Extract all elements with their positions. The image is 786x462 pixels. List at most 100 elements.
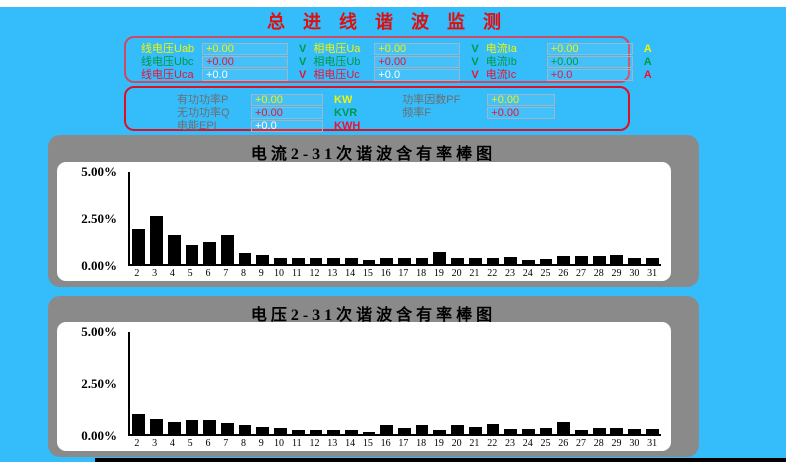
bar-slot — [165, 172, 183, 264]
field-row: 电流Ib +0.00 A — [486, 56, 652, 68]
x-tick-label: 31 — [647, 438, 658, 449]
bar-slot — [219, 332, 237, 434]
field-unit: V — [471, 55, 479, 68]
x-tick-label: 3 — [152, 268, 158, 279]
x-tick-label: 21 — [469, 268, 480, 279]
field-unit: KW — [334, 93, 353, 106]
field-value: +0.00 — [255, 106, 283, 119]
bar-slot — [307, 332, 325, 434]
bar — [504, 256, 517, 264]
x-tick-label: 13 — [327, 438, 338, 449]
field-row: 电流Ic +0.0 A — [486, 69, 652, 81]
bar-slot — [555, 332, 573, 434]
bar-slot — [342, 172, 360, 264]
x-tick-label: 8 — [240, 438, 246, 449]
bar-slot — [626, 332, 644, 434]
field-value: +0.00 — [378, 42, 407, 55]
group-current: 电流Ia +0.00 A 电流Ib +0.00 A 电流Ic +0.0 A — [486, 43, 652, 81]
x-axis-labels: 2 3 4 5 6 7 8 9 10 11 12 13 14 15 16 17 18 19 20 21 22 23 24 25… — [128, 437, 661, 450]
bar — [132, 413, 146, 434]
bar-slot — [378, 172, 396, 264]
x-tick-label: 30 — [629, 268, 640, 279]
bar — [238, 424, 252, 434]
field-value-box: +0.00 — [487, 107, 556, 119]
bar — [610, 427, 624, 434]
bar — [344, 429, 358, 434]
bar — [539, 259, 553, 264]
field-value: +0.0 — [378, 68, 401, 81]
bar-slot — [413, 332, 431, 434]
bar-slot — [148, 172, 166, 264]
bar — [415, 424, 429, 434]
bar — [150, 216, 163, 264]
bar-slot — [484, 172, 502, 264]
field-label: 电能EPI — [177, 119, 217, 132]
x-tick-label: 10 — [274, 438, 284, 449]
field-unit: V — [471, 42, 479, 55]
bar — [362, 260, 376, 264]
plot-axes — [128, 172, 661, 266]
field-value-box: +0.00 — [487, 94, 556, 106]
field-row: 线电压Uca +0.0 V — [141, 69, 306, 81]
power-panel: 有功功率P +0.00 KW 无功功率Q +0.00 KVR 电能EPI +0.0 KWH 功率… — [124, 86, 630, 132]
y-tick-label: 0.00% — [81, 258, 117, 273]
field-unit: KWH — [334, 119, 361, 132]
field-value-box: +0.00 — [202, 43, 288, 55]
field-value-box: +0.0 — [202, 69, 288, 81]
field-value-box: +0.00 — [546, 43, 633, 55]
group-line-voltage: 线电压Uab +0.00 V 线电压Ubc +0.00 V 线电压Uca +0.0 V — [141, 43, 306, 81]
bar-slot — [449, 172, 467, 264]
field-value-box: +0.00 — [251, 94, 323, 106]
field-value: +0.00 — [206, 55, 234, 68]
bar — [256, 426, 270, 434]
page-title: 总进线谐波监测 — [267, 12, 519, 32]
bottom-black-bar — [95, 458, 786, 462]
bar-slot — [342, 332, 360, 434]
x-tick-label: 11 — [291, 268, 302, 279]
bar-slot — [590, 332, 608, 434]
x-tick-label: 29 — [611, 268, 622, 279]
bar-slot — [272, 172, 290, 264]
y-axis-labels: 5.00% 2.50% 0.00% — [61, 324, 117, 443]
bar-slot — [466, 172, 484, 264]
bar-slot — [219, 172, 237, 264]
plot-area: 5.00% 2.50% 0.00% 2 3 4 5 6 7 8 9 10 11 12 13 14 15 16 17… — [57, 162, 671, 281]
y-tick-label: 2.50% — [81, 376, 117, 391]
field-label: 相电压Uc — [313, 68, 360, 81]
bar — [203, 419, 217, 434]
bar — [628, 258, 641, 264]
x-tick-label: 5 — [187, 268, 193, 279]
measurement-panel: 线电压Uab +0.00 V 线电压Ubc +0.00 V 线电压Uca +0.0 V 相电压Ua… — [124, 36, 652, 83]
bar-slot — [360, 172, 378, 264]
field-unit: V — [299, 55, 307, 68]
field-label: 电流Ic — [485, 68, 517, 81]
x-tick-label: 22 — [487, 438, 498, 449]
field-value: +0.00 — [378, 55, 407, 68]
field-value-box: +0.00 — [374, 55, 461, 68]
field-row: 电能EPI +0.0 KWH — [177, 120, 360, 132]
chart-title: 电流2-31次谐波含有率棒图 — [250, 146, 497, 163]
top-white-strip — [0, 0, 786, 7]
bar — [327, 258, 340, 264]
field-label: 线电压Uca — [141, 68, 194, 81]
bar — [451, 424, 464, 434]
field-row: 频率F +0.00 — [402, 107, 556, 119]
bar-slot — [325, 172, 343, 264]
bar — [433, 429, 447, 434]
bar — [274, 258, 287, 264]
bar-slot — [183, 332, 201, 434]
bar — [167, 421, 181, 434]
bar-slot — [519, 172, 537, 264]
x-tick-label: 30 — [629, 438, 640, 449]
x-tick-label: 26 — [558, 438, 569, 449]
bar — [238, 252, 252, 264]
bar-slot — [431, 172, 449, 264]
field-unit: A — [643, 42, 652, 55]
field-value-box: +0.0 — [374, 68, 461, 81]
bar — [185, 419, 199, 434]
bar-slot — [537, 332, 555, 434]
bar-slot — [254, 172, 272, 264]
x-tick-label: 18 — [416, 268, 427, 279]
x-tick-label: 27 — [576, 438, 587, 449]
field-label: 线电压Uab — [141, 42, 195, 55]
